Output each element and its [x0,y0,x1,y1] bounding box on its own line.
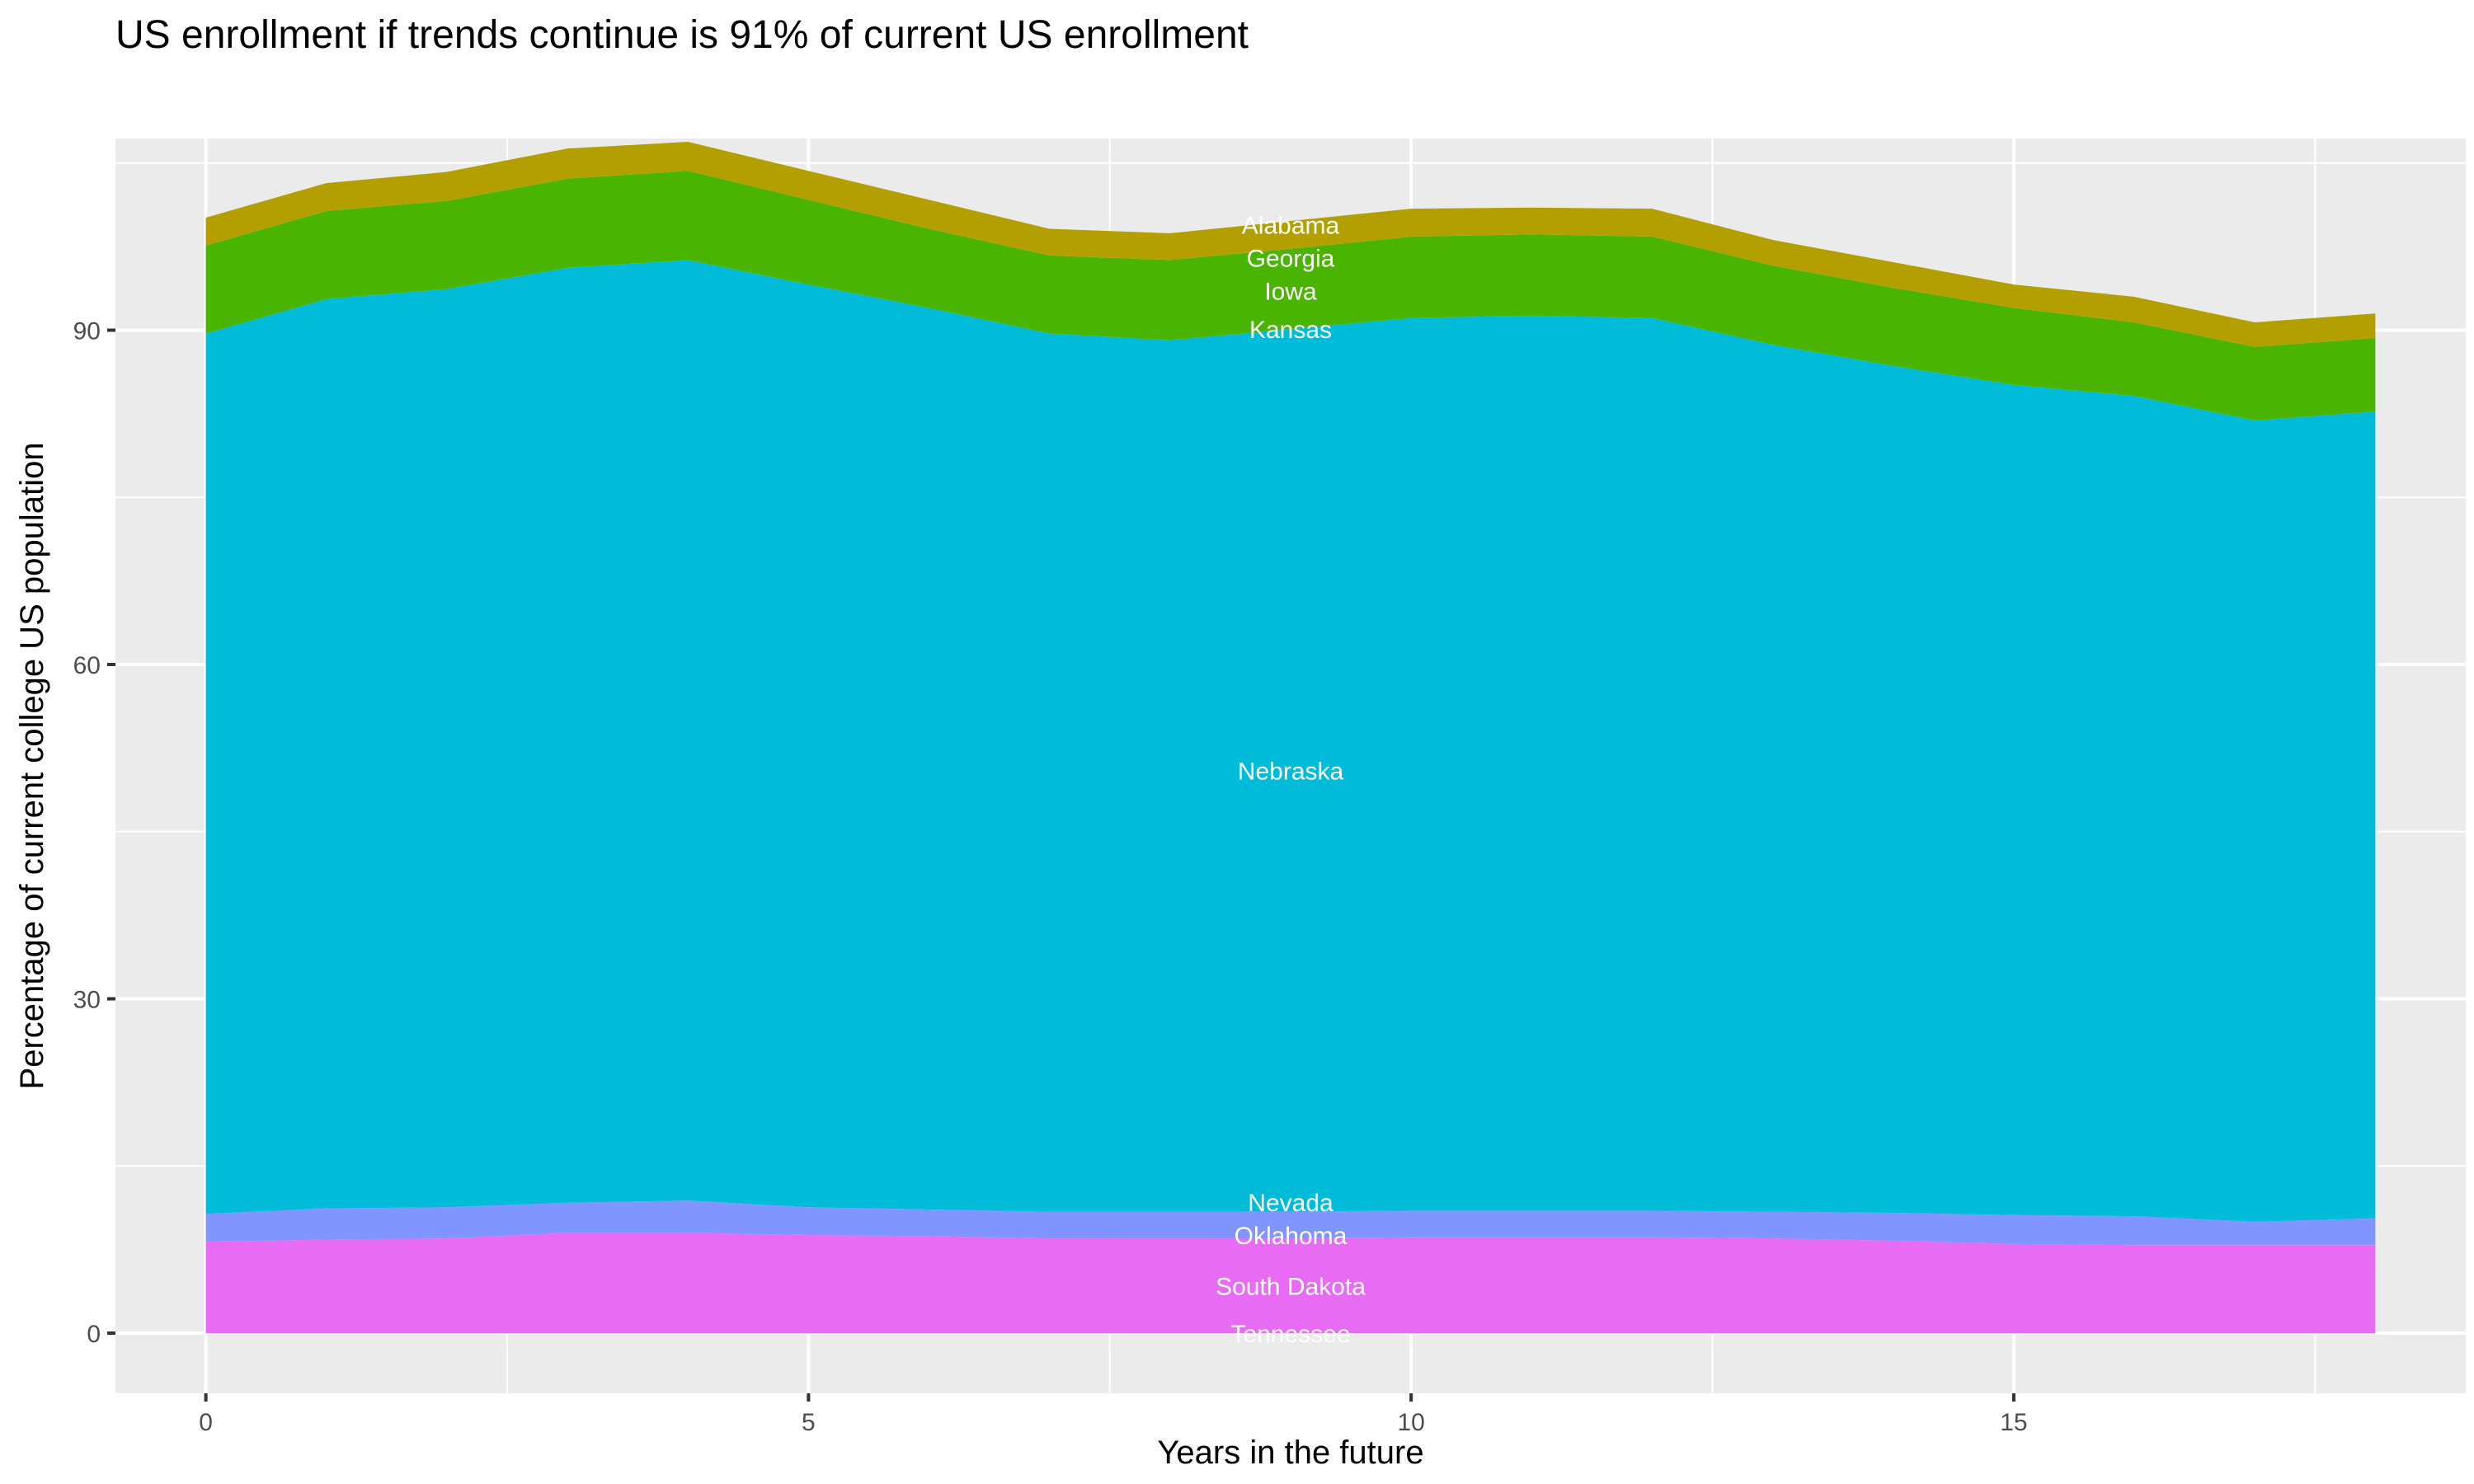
chart-title: US enrollment if trends continue is 91% … [115,13,1249,57]
y-tick-label: 30 [73,987,101,1014]
layer-label-tennessee: Tennessee [1230,1321,1350,1348]
layer-label-kansas: Kansas [1249,317,1332,344]
area-alabama [205,142,2376,347]
areas [205,142,2376,1334]
layer-label-iowa: Iowa [1264,278,1317,305]
x-tick-label: 0 [199,1409,213,1436]
axes: 0 30 60 90 0 5 10 15 [73,317,2028,1436]
layer-label-nevada: Nevada [1248,1190,1333,1217]
area-nebraska [205,260,2376,1222]
x-tick-label: 5 [802,1409,816,1436]
layer-label-alabama: Alabama [1242,212,1340,239]
y-tick-label: 0 [87,1321,101,1348]
area-south-dakota [205,1233,2376,1334]
layer-label-georgia: Georgia [1247,245,1335,272]
x-tick-label: 10 [1397,1409,1424,1436]
layer-label-south-dakota: South Dakota [1216,1274,1366,1301]
area-iowa [205,171,2376,420]
x-axis-title: Years in the future [1157,1435,1423,1471]
layer-label-nebraska: Nebraska [1238,758,1344,785]
layer-labels: Alabama Georgia Iowa Kansas Nebraska Nevada Ok… [1216,212,1366,1348]
y-tick-label: 90 [73,317,101,345]
y-axis-title: Percentage of current college US populat… [14,443,50,1090]
area-oklahoma [205,1200,2376,1246]
y-tick-label: 60 [73,652,101,679]
layer-label-oklahoma: Oklahoma [1235,1223,1348,1250]
x-tick-label: 15 [2000,1409,2027,1436]
